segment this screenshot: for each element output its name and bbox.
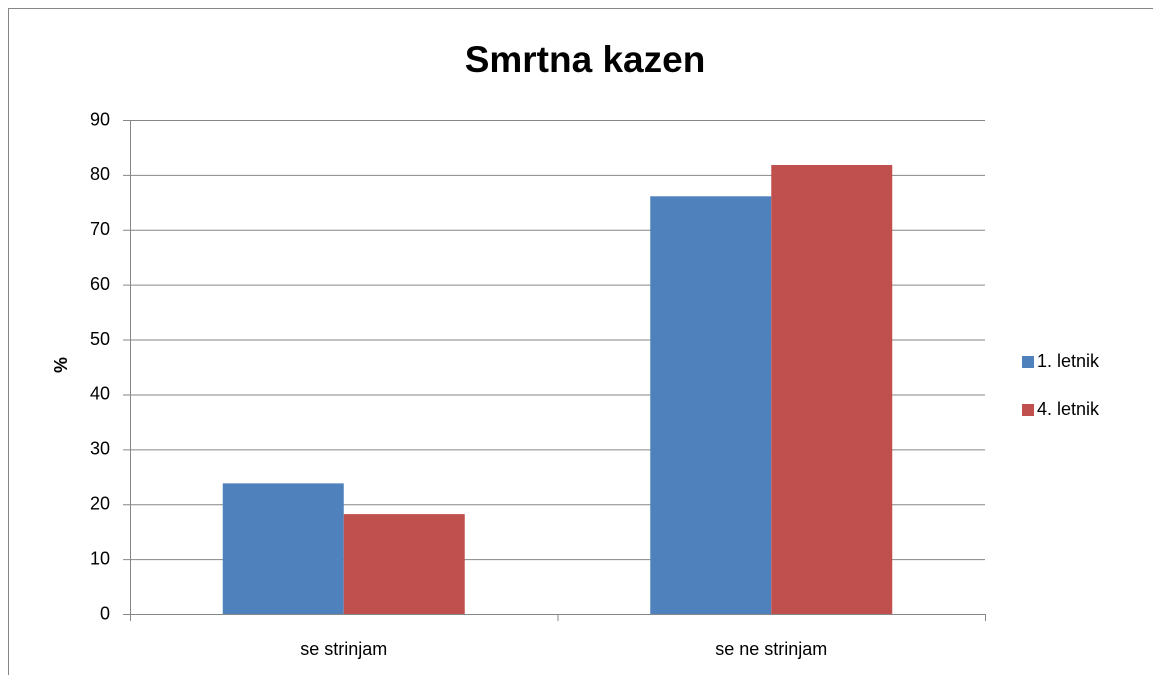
chart-title: Smrtna kazen [465,39,706,80]
x-tick-label: se strinjam [300,639,387,659]
y-tick-label: 40 [90,384,110,404]
chart-border [8,8,1153,675]
bar [343,514,465,614]
bar [650,196,772,614]
legend-label: 1. letnik [1037,351,1100,371]
y-tick-label: 10 [90,548,110,568]
y-tick-label: 70 [90,219,110,239]
legend-swatch [1022,404,1034,416]
legend-swatch [1022,356,1034,368]
y-tick-label: 20 [90,493,110,513]
legend-label: 4. letnik [1037,399,1100,419]
y-tick-label: 60 [90,274,110,294]
x-tick-label: se ne strinjam [715,639,827,659]
y-tick-label: 30 [90,439,110,459]
y-tick-label: 80 [90,164,110,184]
y-axis-label: % [51,357,71,373]
y-tick-label: 0 [100,603,110,623]
y-tick-label: 50 [90,329,110,349]
bar [771,165,893,614]
bar [222,483,344,614]
y-tick-label: 90 [90,109,110,129]
